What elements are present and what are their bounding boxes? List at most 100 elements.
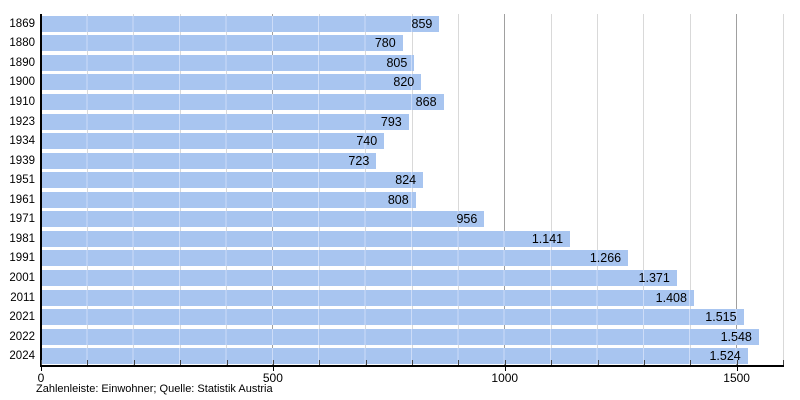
population-bar <box>41 133 385 150</box>
year-label: 2022 <box>9 330 35 343</box>
x-axis-minor-tick <box>736 360 738 365</box>
bar-row: 1880 780 <box>9 35 783 52</box>
population-bar <box>41 15 440 32</box>
bar-value-label: 740 <box>356 134 378 149</box>
bar-value-label: 868 <box>415 95 437 109</box>
population-bar <box>41 230 571 247</box>
plot-area: 1869 859 1880 780 1890 805 1900 820 1910 868 1923 7… <box>9 14 784 366</box>
y-axis-line <box>40 14 42 366</box>
bar-value-label: 956 <box>456 212 478 227</box>
bar-value-label: 1.548 <box>720 329 752 344</box>
bar-row: 2024 1.524 <box>9 348 783 365</box>
bar-value-label: 1.408 <box>655 290 687 305</box>
x-axis-minor-tick <box>551 360 553 365</box>
population-bar <box>41 152 377 169</box>
gridline-minor <box>457 14 459 366</box>
gridline-minor <box>179 14 181 366</box>
year-label: 1961 <box>9 193 35 206</box>
bar-row: 2021 1.515 <box>9 309 783 326</box>
bar-row: 1900 820 <box>9 74 783 91</box>
bar-value-label: 824 <box>395 173 417 188</box>
year-label: 1951 <box>9 174 35 187</box>
bar-value-label: 1.266 <box>589 251 622 266</box>
year-label: 2021 <box>9 311 35 324</box>
gridline-minor <box>318 14 320 366</box>
x-axis-minor-tick <box>690 360 692 365</box>
gridline-minor <box>689 14 691 366</box>
year-label: 1939 <box>9 154 35 167</box>
x-axis-minor-tick <box>597 360 599 365</box>
x-axis-minor-tick <box>365 360 367 365</box>
year-label: 1880 <box>9 37 35 50</box>
bar-row: 1961 808 <box>9 191 783 208</box>
gridline-minor <box>226 14 227 366</box>
x-tick-label: 1500 <box>723 371 750 385</box>
year-label: 1971 <box>9 213 35 226</box>
bar-row: 1934 740 <box>9 133 783 150</box>
gridline-minor <box>550 14 552 366</box>
x-axis-major-tick <box>41 367 42 371</box>
population-bar <box>41 74 422 91</box>
gridline-minor <box>133 14 135 366</box>
chart-footer-note: Zahlenleiste: Einwohner; Quelle: Statist… <box>36 383 273 395</box>
gridline-minor <box>597 14 598 366</box>
year-label: 1890 <box>9 56 35 69</box>
year-label: 1934 <box>9 135 35 148</box>
x-tick-label: 1000 <box>491 371 519 385</box>
population-bar <box>41 289 694 306</box>
x-axis-minor-tick <box>319 360 321 365</box>
bar-row: 1869 859 <box>9 15 783 32</box>
bar-value-label: 1.515 <box>705 310 737 325</box>
x-axis-minor-tick <box>226 360 228 365</box>
x-axis-minor-tick <box>180 360 182 365</box>
population-bar <box>41 191 416 208</box>
x-axis-minor-tick <box>272 360 274 365</box>
population-bar <box>41 348 748 365</box>
year-label: 1923 <box>9 115 35 128</box>
x-axis-minor-tick <box>87 360 89 365</box>
bar-row: 1991 1.266 <box>9 250 783 267</box>
population-bar <box>41 172 424 189</box>
x-axis-minor-tick <box>41 360 42 365</box>
year-label: 2024 <box>9 350 35 363</box>
x-axis-line <box>40 365 784 367</box>
x-axis-major-tick <box>504 367 506 371</box>
population-bar <box>41 250 629 267</box>
population-bar <box>41 113 409 130</box>
x-axis-major-tick <box>736 367 738 371</box>
bar-value-label: 1.141 <box>531 231 564 246</box>
bar-value-label: 1.371 <box>638 271 670 285</box>
x-axis-major-tick <box>272 367 274 371</box>
bar-value-label: 859 <box>411 16 433 31</box>
bar-value-label: 780 <box>374 36 396 51</box>
bar-row: 1890 805 <box>9 54 783 71</box>
year-label: 1981 <box>9 232 35 245</box>
x-tick-label: 500 <box>262 371 283 385</box>
population-bar <box>41 309 744 326</box>
population-bar <box>41 328 759 345</box>
bar-value-label: 1.524 <box>709 349 741 364</box>
bar-row: 2011 1.408 <box>10 289 783 306</box>
bar-value-label: 820 <box>393 75 415 90</box>
bar-value-label: 793 <box>380 114 402 129</box>
bar-row: 2001 1.371 <box>9 270 783 286</box>
bar-row: 1910 868 <box>9 94 783 110</box>
x-axis-minor-tick <box>133 360 135 365</box>
year-label: 1869 <box>9 17 35 30</box>
bar-value-label: 723 <box>348 153 370 168</box>
x-axis-minor-tick <box>504 360 506 365</box>
population-bar <box>41 270 677 286</box>
bar-row: 1951 824 <box>9 172 783 189</box>
gridline-minor <box>365 14 367 366</box>
x-axis-minor-tick <box>643 360 645 365</box>
bar-value-label: 808 <box>387 192 409 207</box>
year-label: 1900 <box>9 76 35 89</box>
bar-row: 1923 793 <box>9 113 783 130</box>
year-label: 1991 <box>9 252 35 265</box>
year-label: 1910 <box>9 96 35 108</box>
bar-row: 2022 1.548 <box>9 328 783 345</box>
gridline-major <box>736 14 738 366</box>
x-axis-minor-tick <box>783 360 784 365</box>
gridline-minor <box>411 14 413 366</box>
